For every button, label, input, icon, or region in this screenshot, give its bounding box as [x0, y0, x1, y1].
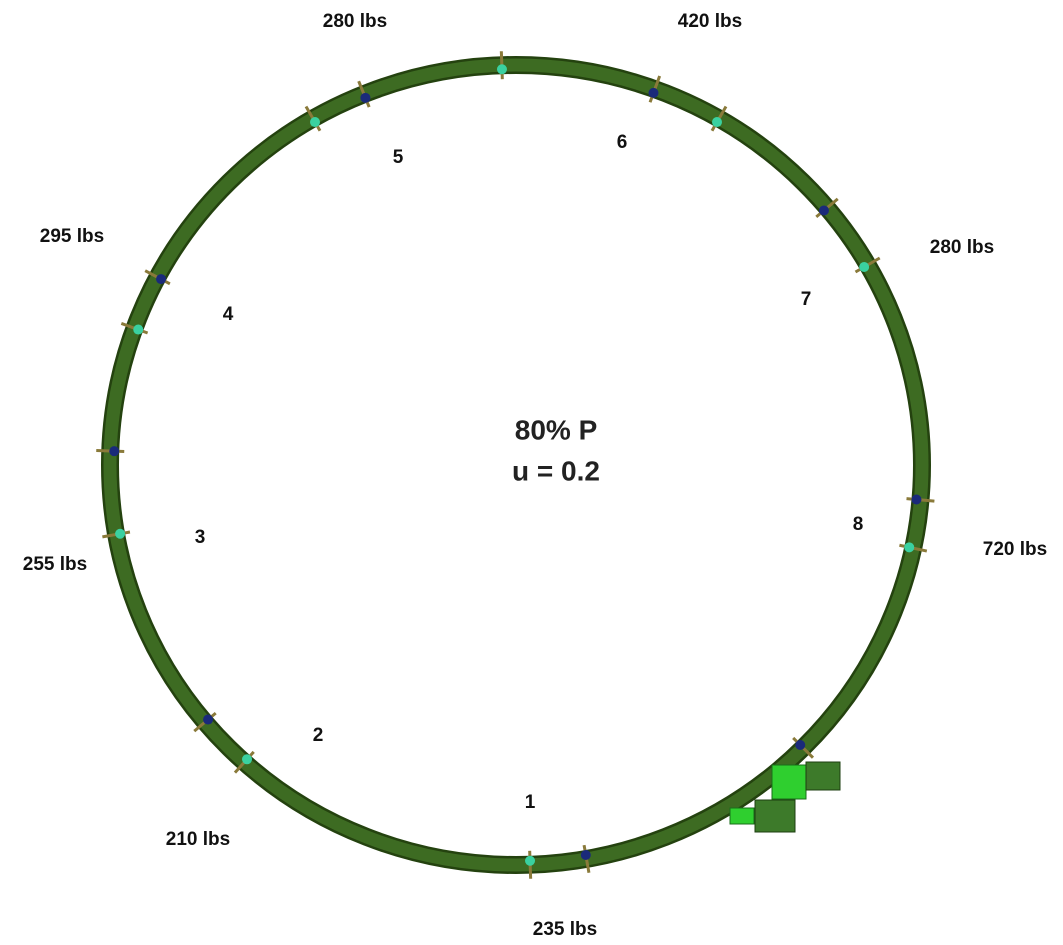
- fixture-dot: [904, 542, 914, 552]
- segment-number: 2: [313, 725, 324, 746]
- clamp-block: [755, 800, 795, 832]
- fixture-dot: [242, 754, 252, 764]
- fixture-dot: [859, 262, 869, 272]
- fixture-dot: [712, 117, 722, 127]
- center-label: u = 0.2: [512, 455, 600, 486]
- segment-number: 6: [617, 132, 628, 153]
- fixture-dot: [497, 64, 507, 74]
- fixture-dot: [310, 117, 320, 127]
- clamp-block: [730, 808, 754, 824]
- load-label: 720 lbs: [983, 539, 1047, 560]
- fixture-dot: [581, 850, 591, 860]
- segment-number: 3: [195, 527, 206, 548]
- load-label: 235 lbs: [533, 919, 597, 940]
- center-label: 80% P: [515, 414, 598, 445]
- fixture-dot: [360, 93, 370, 103]
- segment-number: 4: [223, 304, 234, 325]
- load-label: 255 lbs: [23, 554, 87, 575]
- fixture-dot: [109, 446, 119, 456]
- fixture-dot: [115, 529, 125, 539]
- clamp-block: [772, 765, 806, 799]
- segment-number: 8: [853, 514, 864, 535]
- segment-number: 7: [801, 289, 812, 310]
- fixture-dot: [795, 740, 805, 750]
- fixture-dot: [133, 325, 143, 335]
- fixture-dot: [648, 88, 658, 98]
- fixture-dot: [203, 715, 213, 725]
- load-label: 210 lbs: [166, 829, 230, 850]
- fixture-dot: [156, 274, 166, 284]
- fixture-dot: [819, 205, 829, 215]
- load-label: 280 lbs: [323, 11, 387, 32]
- diagram: 80% P u = 0.2 1235 lbs2210 lbs3255 lbs42…: [0, 0, 1063, 945]
- load-label: 295 lbs: [40, 226, 104, 247]
- segment-number: 1: [525, 792, 536, 813]
- fixture-dot: [911, 495, 921, 505]
- clamp-block: [806, 762, 840, 790]
- load-label: 280 lbs: [930, 237, 994, 258]
- load-label: 420 lbs: [678, 11, 742, 32]
- fixture-dot: [525, 856, 535, 866]
- segment-number: 5: [393, 147, 404, 168]
